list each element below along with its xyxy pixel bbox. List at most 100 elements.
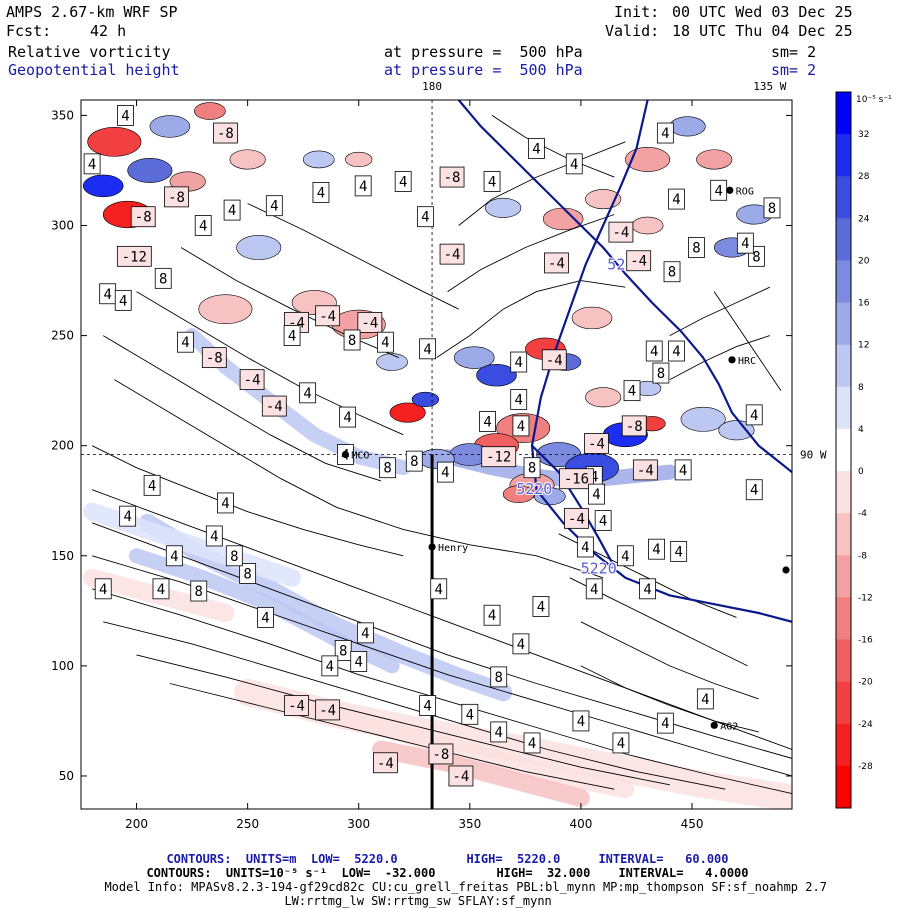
contour-value-label: -4 (357, 311, 383, 333)
vorticity-contour (580, 621, 759, 700)
contour-label-text: -8 (626, 419, 643, 435)
contour-label-box (594, 510, 612, 531)
vorticity-contour (580, 665, 759, 733)
colorbar-segment (836, 639, 851, 683)
contour-value-label: 4 (461, 703, 479, 725)
contour-value-label: -8 (428, 743, 454, 765)
contour-value-label: 4 (656, 712, 674, 734)
contour-label-box (541, 349, 567, 371)
contour-label-text: -4 (548, 256, 565, 272)
contour-label-box (283, 325, 301, 346)
contour-label-box (257, 607, 274, 628)
colorbar-segment (836, 386, 851, 430)
contour-label-box (736, 232, 754, 254)
contour-value-label: 8 (490, 666, 508, 688)
colorbar-segment (836, 176, 851, 219)
contour-label-box (379, 457, 397, 479)
contour-value-label: 8 (379, 457, 397, 479)
contour-label-box (648, 538, 665, 560)
contour-value-label: 4 (710, 179, 728, 201)
contour-label-box (510, 389, 528, 410)
contour-value-label: 4 (312, 182, 330, 203)
contour-label-box (315, 699, 341, 721)
colorbar-unit: 10⁻⁵ s⁻¹ (856, 95, 892, 105)
contour-label-box (372, 752, 398, 774)
contour-label-text: 8 (383, 461, 391, 477)
geopotential-contour (457, 100, 792, 473)
contour-label-box (639, 578, 656, 600)
contour-label-text: 4 (537, 599, 545, 615)
colorbar-tick-label: 4 (858, 425, 864, 435)
contour-label-box (632, 459, 658, 481)
contour-value-label: 4 (114, 289, 132, 311)
vorticity-contour (669, 335, 770, 380)
field1-pressure: at pressure = 500 hPa (384, 43, 583, 61)
contour-label-text: 4 (672, 344, 680, 360)
contour-value-label: 4 (648, 538, 665, 560)
contour-label-box (164, 186, 189, 208)
contour-value-label: 4 (490, 721, 508, 743)
contour-label-text: 4 (228, 203, 236, 219)
contour-label-box (532, 596, 550, 617)
vorticity-contour (669, 286, 770, 336)
contour-label-text: 4 (652, 542, 660, 558)
contour-label-text: 8 (657, 366, 665, 382)
contour-value-label: -4 (541, 349, 567, 371)
vorticity-contour (103, 621, 726, 790)
contour-label-text: -4 (288, 699, 305, 715)
contour-label-box (339, 406, 357, 428)
valid-label: Valid: (605, 22, 660, 40)
contour-label-box (523, 457, 541, 479)
contour-label-text: 4 (221, 496, 229, 512)
contour-value-label: -4 (626, 250, 652, 272)
contour-value-label: 4 (736, 232, 754, 254)
contour-label-box (194, 215, 212, 236)
contour-value-label: 4 (117, 105, 134, 126)
contour-value-label: 4 (356, 622, 374, 644)
contour-label-box (217, 492, 234, 514)
contour-label-box (745, 404, 763, 426)
contour-label-box (512, 633, 530, 655)
x-tick-label: 300 (347, 817, 370, 831)
contour-value-label: 4 (119, 505, 137, 527)
valid-value: 18 UTC Thu 04 Dec 25 (672, 22, 853, 40)
contour-label-text: -4 (453, 769, 470, 785)
contour-value-label: 4 (165, 545, 183, 567)
y-tick-label: 200 (51, 439, 74, 453)
model-title: AMPS 2.67-km WRF SP (6, 3, 178, 21)
contour-value-label: 4 (639, 578, 656, 600)
contour-value-label: 8 (154, 267, 172, 289)
plot-frame (80, 99, 793, 810)
contour-label-box (430, 578, 448, 600)
colorbar-tick-label: -20 (858, 678, 873, 688)
contour-label-text: 4 (170, 549, 178, 565)
contour-label-box (334, 640, 352, 661)
contour-label-box (356, 622, 374, 644)
contour-value-label: -4 (239, 369, 265, 391)
contour-label-box (490, 721, 508, 743)
colorbar-tick-label: -24 (858, 720, 873, 730)
contour-label-box (343, 329, 361, 351)
contour-label-text: 4 (672, 192, 680, 208)
y-tick-label: 350 (51, 108, 74, 122)
contour-label-box (376, 331, 394, 353)
vorticity-cell (194, 102, 226, 120)
colorbar-segment (836, 681, 851, 725)
contour-label-box (448, 765, 474, 787)
contour-label-box (419, 695, 437, 716)
y-tick-label: 50 (59, 769, 74, 783)
contour-label-box (439, 166, 465, 188)
contour-label-text: 8 (494, 670, 502, 686)
contour-label-box (461, 703, 479, 725)
contour-label-text: 4 (326, 659, 334, 675)
x-tick-label: 250 (236, 817, 259, 831)
colorbar-tick-label: 16 (858, 299, 870, 309)
contour-label-text: -8 (206, 351, 223, 367)
contour-label-text: 4 (674, 544, 682, 560)
fcst-value: 42 h (90, 22, 127, 40)
contour-value-label: 4 (419, 695, 437, 716)
colorbar-segment (836, 260, 851, 304)
vorticity-cell (502, 485, 535, 503)
contour-value-label: 4 (321, 655, 339, 677)
